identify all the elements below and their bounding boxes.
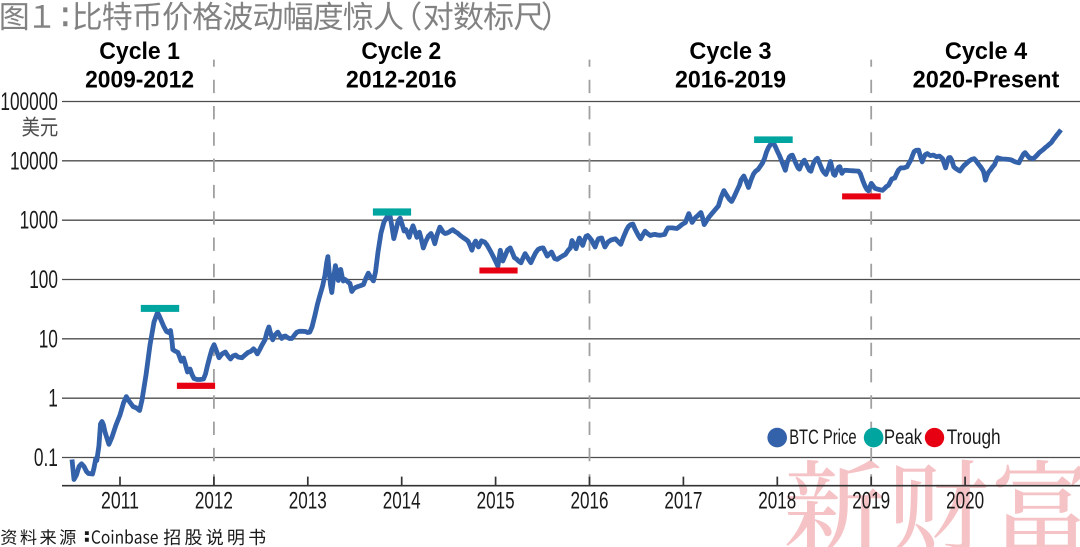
svg-text:2018: 2018 xyxy=(758,488,796,515)
svg-text:2014: 2014 xyxy=(383,488,421,515)
svg-text:Cycle 2: Cycle 2 xyxy=(361,38,441,65)
svg-text:Cycle 3: Cycle 3 xyxy=(689,38,771,65)
svg-text:2013: 2013 xyxy=(289,488,327,515)
svg-text:1000: 1000 xyxy=(20,207,58,235)
svg-text:2016-2019: 2016-2019 xyxy=(675,66,786,93)
svg-text:2020-Present: 2020-Present xyxy=(913,66,1060,93)
svg-text:2020: 2020 xyxy=(946,488,984,515)
svg-text:2017: 2017 xyxy=(664,488,702,515)
svg-text:10000: 10000 xyxy=(10,147,58,175)
svg-text:2019: 2019 xyxy=(852,488,890,515)
svg-text:2011: 2011 xyxy=(101,488,139,515)
svg-text:Peak: Peak xyxy=(884,425,922,449)
svg-text:2015: 2015 xyxy=(477,488,515,515)
svg-text:2016: 2016 xyxy=(571,488,609,515)
svg-text:10: 10 xyxy=(39,325,58,353)
svg-text:BTC Price: BTC Price xyxy=(789,425,856,449)
svg-text:2009-2012: 2009-2012 xyxy=(85,66,194,93)
svg-text:100: 100 xyxy=(29,266,58,294)
svg-text:2012-2016: 2012-2016 xyxy=(346,66,457,93)
svg-text:Cycle 4: Cycle 4 xyxy=(945,38,1028,65)
svg-text:100000: 100000 xyxy=(0,88,58,116)
svg-text:1: 1 xyxy=(48,385,58,413)
svg-text:Cycle 1: Cycle 1 xyxy=(99,38,180,65)
svg-text:2012: 2012 xyxy=(195,488,233,515)
svg-text:0.1: 0.1 xyxy=(34,444,58,472)
svg-text:Trough: Trough xyxy=(947,425,1001,449)
